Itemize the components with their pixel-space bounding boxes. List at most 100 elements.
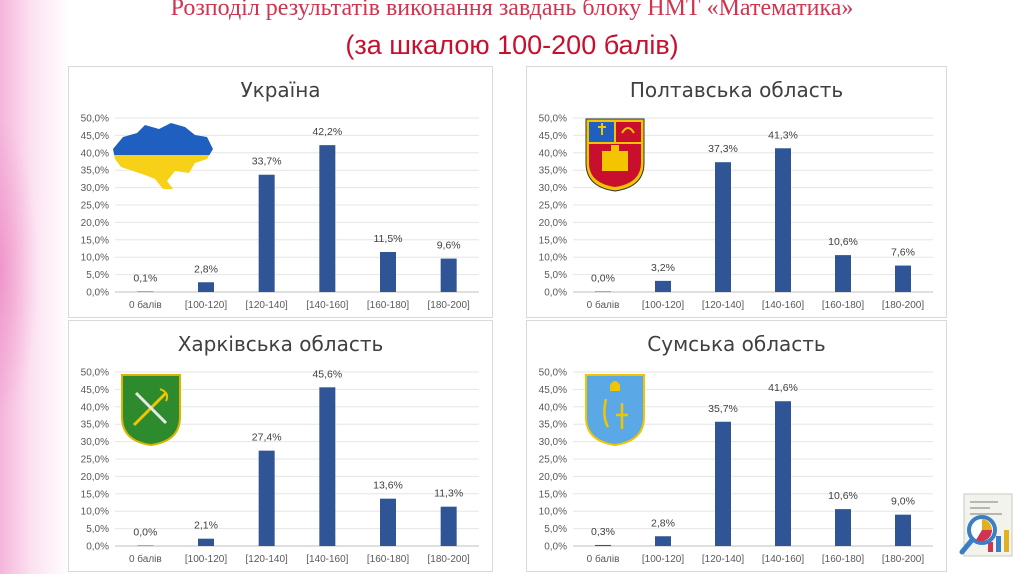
chart-poltava-svg: Полтавська область 0,0% 5,0% 10,0% 15,0% 20,0… <box>539 78 933 311</box>
y-tick-label: 0,0% <box>544 288 567 299</box>
bar <box>137 545 154 546</box>
kharkiv-coat-of-arms-icon <box>121 374 181 447</box>
bar <box>198 282 214 292</box>
data-label: 7,6% <box>891 247 915 259</box>
y-tick-label: 40,0% <box>81 148 109 159</box>
y-tick-label: 15,0% <box>539 489 567 500</box>
data-label: 0,1% <box>133 273 157 285</box>
y-tick-label: 5,0% <box>544 270 567 281</box>
y-tick-label: 5,0% <box>86 270 109 281</box>
bar <box>895 265 911 292</box>
y-tick-label: 50,0% <box>539 114 567 125</box>
y-tick-label: 30,0% <box>81 183 109 194</box>
y-tick-label: 35,0% <box>81 420 109 431</box>
x-tick-label: [180-200] <box>882 554 924 565</box>
chart-title: Харківська область <box>178 332 384 356</box>
bar <box>775 148 791 292</box>
poltava-coat-of-arms-icon <box>585 118 645 192</box>
data-label: 42,2% <box>312 126 342 138</box>
chart-title: Україна <box>240 78 320 102</box>
x-tick-label: [160-180] <box>822 554 864 565</box>
y-tick-label: 15,0% <box>539 235 567 246</box>
y-tick-label: 10,0% <box>81 507 109 518</box>
data-label: 2,8% <box>651 517 675 529</box>
ukraine-map-icon <box>113 123 213 189</box>
x-tick-label: [140-160] <box>306 554 348 565</box>
data-label: 35,7% <box>708 403 738 415</box>
x-tick-label: 0 балів <box>129 553 162 565</box>
y-tick-label: 50,0% <box>81 368 109 379</box>
x-tick-label: 0 балів <box>587 299 620 311</box>
data-label: 10,6% <box>828 236 858 248</box>
bar <box>835 509 851 546</box>
bar <box>319 145 336 292</box>
x-tick-label: [160-180] <box>367 554 409 565</box>
x-tick-label: [120-140] <box>702 554 744 565</box>
data-label: 41,3% <box>768 129 798 141</box>
y-tick-label: 0,0% <box>86 288 109 299</box>
chart-ukraine: Україна 0,0% 5,0% 10,0% 15,0% 20,0% 25,0% 30,0%… <box>68 66 493 318</box>
x-tick-label: [100-120] <box>642 554 684 565</box>
x-tick-label: [120-140] <box>246 300 288 311</box>
x-tick-label: [100-120] <box>185 300 227 311</box>
bar <box>595 544 611 546</box>
bar <box>440 258 457 292</box>
data-label: 2,8% <box>194 263 218 275</box>
chart-kharkiv: Харківська область 0,0% 5,0% 10,0% 15,0% 20,0… <box>68 320 493 572</box>
y-tick-label: 40,0% <box>81 402 109 413</box>
x-tick-label: [160-180] <box>367 300 409 311</box>
y-tick-label: 45,0% <box>539 131 567 142</box>
data-label: 0,0% <box>133 527 157 539</box>
bar <box>775 401 791 546</box>
data-label: 0,0% <box>591 273 615 285</box>
x-tick-label: [180-200] <box>882 300 924 311</box>
y-tick-label: 10,0% <box>81 253 109 264</box>
y-tick-label: 10,0% <box>539 507 567 518</box>
chart-ukraine-svg: Україна 0,0% 5,0% 10,0% 15,0% 20,0% 25,0% 30,0%… <box>81 78 479 311</box>
y-tick-label: 20,0% <box>81 218 109 229</box>
data-label: 0,3% <box>591 526 615 538</box>
bar <box>380 251 396 292</box>
y-tick-label: 15,0% <box>81 489 109 500</box>
y-tick-label: 35,0% <box>81 166 109 177</box>
data-label: 37,3% <box>708 143 738 155</box>
bar <box>258 450 275 546</box>
y-tick-label: 20,0% <box>81 472 109 483</box>
y-tick-label: 5,0% <box>86 524 109 535</box>
x-tick-label: [120-140] <box>246 554 288 565</box>
data-label: 10,6% <box>828 490 858 502</box>
y-tick-label: 35,0% <box>539 420 567 431</box>
y-tick-label: 45,0% <box>81 131 109 142</box>
data-label: 41,6% <box>768 382 798 394</box>
y-tick-label: 20,0% <box>539 472 567 483</box>
slide-title: Розподіл результатів виконання завдань б… <box>170 0 854 21</box>
bar <box>835 255 851 292</box>
bar <box>715 162 731 292</box>
data-label: 11,5% <box>374 233 403 245</box>
y-tick-label: 40,0% <box>539 148 567 159</box>
y-tick-label: 25,0% <box>81 201 109 212</box>
x-tick-label: [120-140] <box>702 300 744 311</box>
bar <box>655 536 671 546</box>
data-label: 45,6% <box>312 368 342 380</box>
x-tick-label: [180-200] <box>428 554 470 565</box>
y-tick-label: 45,0% <box>81 385 109 396</box>
report-analysis-icon <box>959 493 1013 557</box>
bar <box>380 498 396 546</box>
y-tick-label: 30,0% <box>81 437 109 448</box>
x-tick-label: [160-180] <box>822 300 864 311</box>
y-tick-label: 10,0% <box>539 253 567 264</box>
data-label: 27,4% <box>252 432 282 444</box>
y-tick-label: 25,0% <box>539 455 567 466</box>
x-tick-label: [100-120] <box>185 554 227 565</box>
bar <box>440 506 457 546</box>
x-tick-label: [140-160] <box>762 554 804 565</box>
bar <box>198 538 214 546</box>
chart-sumy-svg: Сумська область 0,0% 5,0% 10,0% 15,0% 20,0% 25… <box>539 332 933 565</box>
y-tick-label: 0,0% <box>86 542 109 553</box>
y-tick-label: 25,0% <box>81 455 109 466</box>
data-label: 11,3% <box>434 488 463 500</box>
y-tick-label: 0,0% <box>544 542 567 553</box>
data-label: 2,1% <box>194 520 218 532</box>
data-label: 3,2% <box>651 262 675 274</box>
